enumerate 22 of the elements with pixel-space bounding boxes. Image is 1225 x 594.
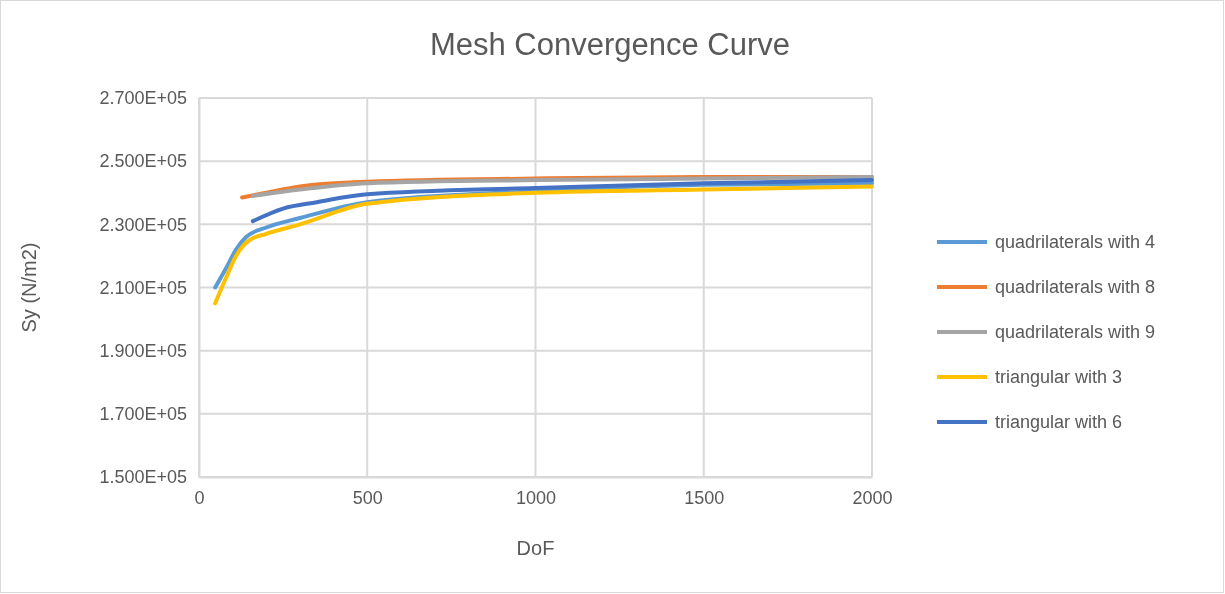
y-tick-label: 1.900E+05 <box>99 340 187 361</box>
legend-label: quadrilaterals with 9 <box>995 322 1156 342</box>
y-axis-title: Sy (N/m2) <box>18 242 40 333</box>
legend-label: quadrilaterals with 4 <box>995 232 1156 252</box>
line-series <box>250 178 874 224</box>
x-tick-label: 1000 <box>515 487 557 508</box>
legend-label: triangular with 6 <box>995 412 1123 432</box>
x-axis-title: DoF <box>516 537 555 559</box>
y-tick-label: 1.700E+05 <box>99 404 187 425</box>
x-tick-label: 500 <box>352 487 383 508</box>
y-tick-label: 1.500E+05 <box>99 467 187 488</box>
y-tick-label: 2.500E+05 <box>99 151 187 172</box>
legend-label: triangular with 3 <box>995 367 1123 387</box>
y-tick-label: 2.100E+05 <box>99 277 187 298</box>
y-tick-label: 2.700E+05 <box>99 88 187 109</box>
y-tick-label: 2.300E+05 <box>99 214 187 235</box>
x-tick-label: 0 <box>194 487 205 508</box>
line-series <box>213 184 874 306</box>
x-tick-label: 1500 <box>684 487 725 508</box>
chart-title: Mesh Convergence Curve <box>429 27 791 62</box>
x-tick-label: 2000 <box>852 487 893 508</box>
legend-label: quadrilaterals with 8 <box>995 277 1156 297</box>
